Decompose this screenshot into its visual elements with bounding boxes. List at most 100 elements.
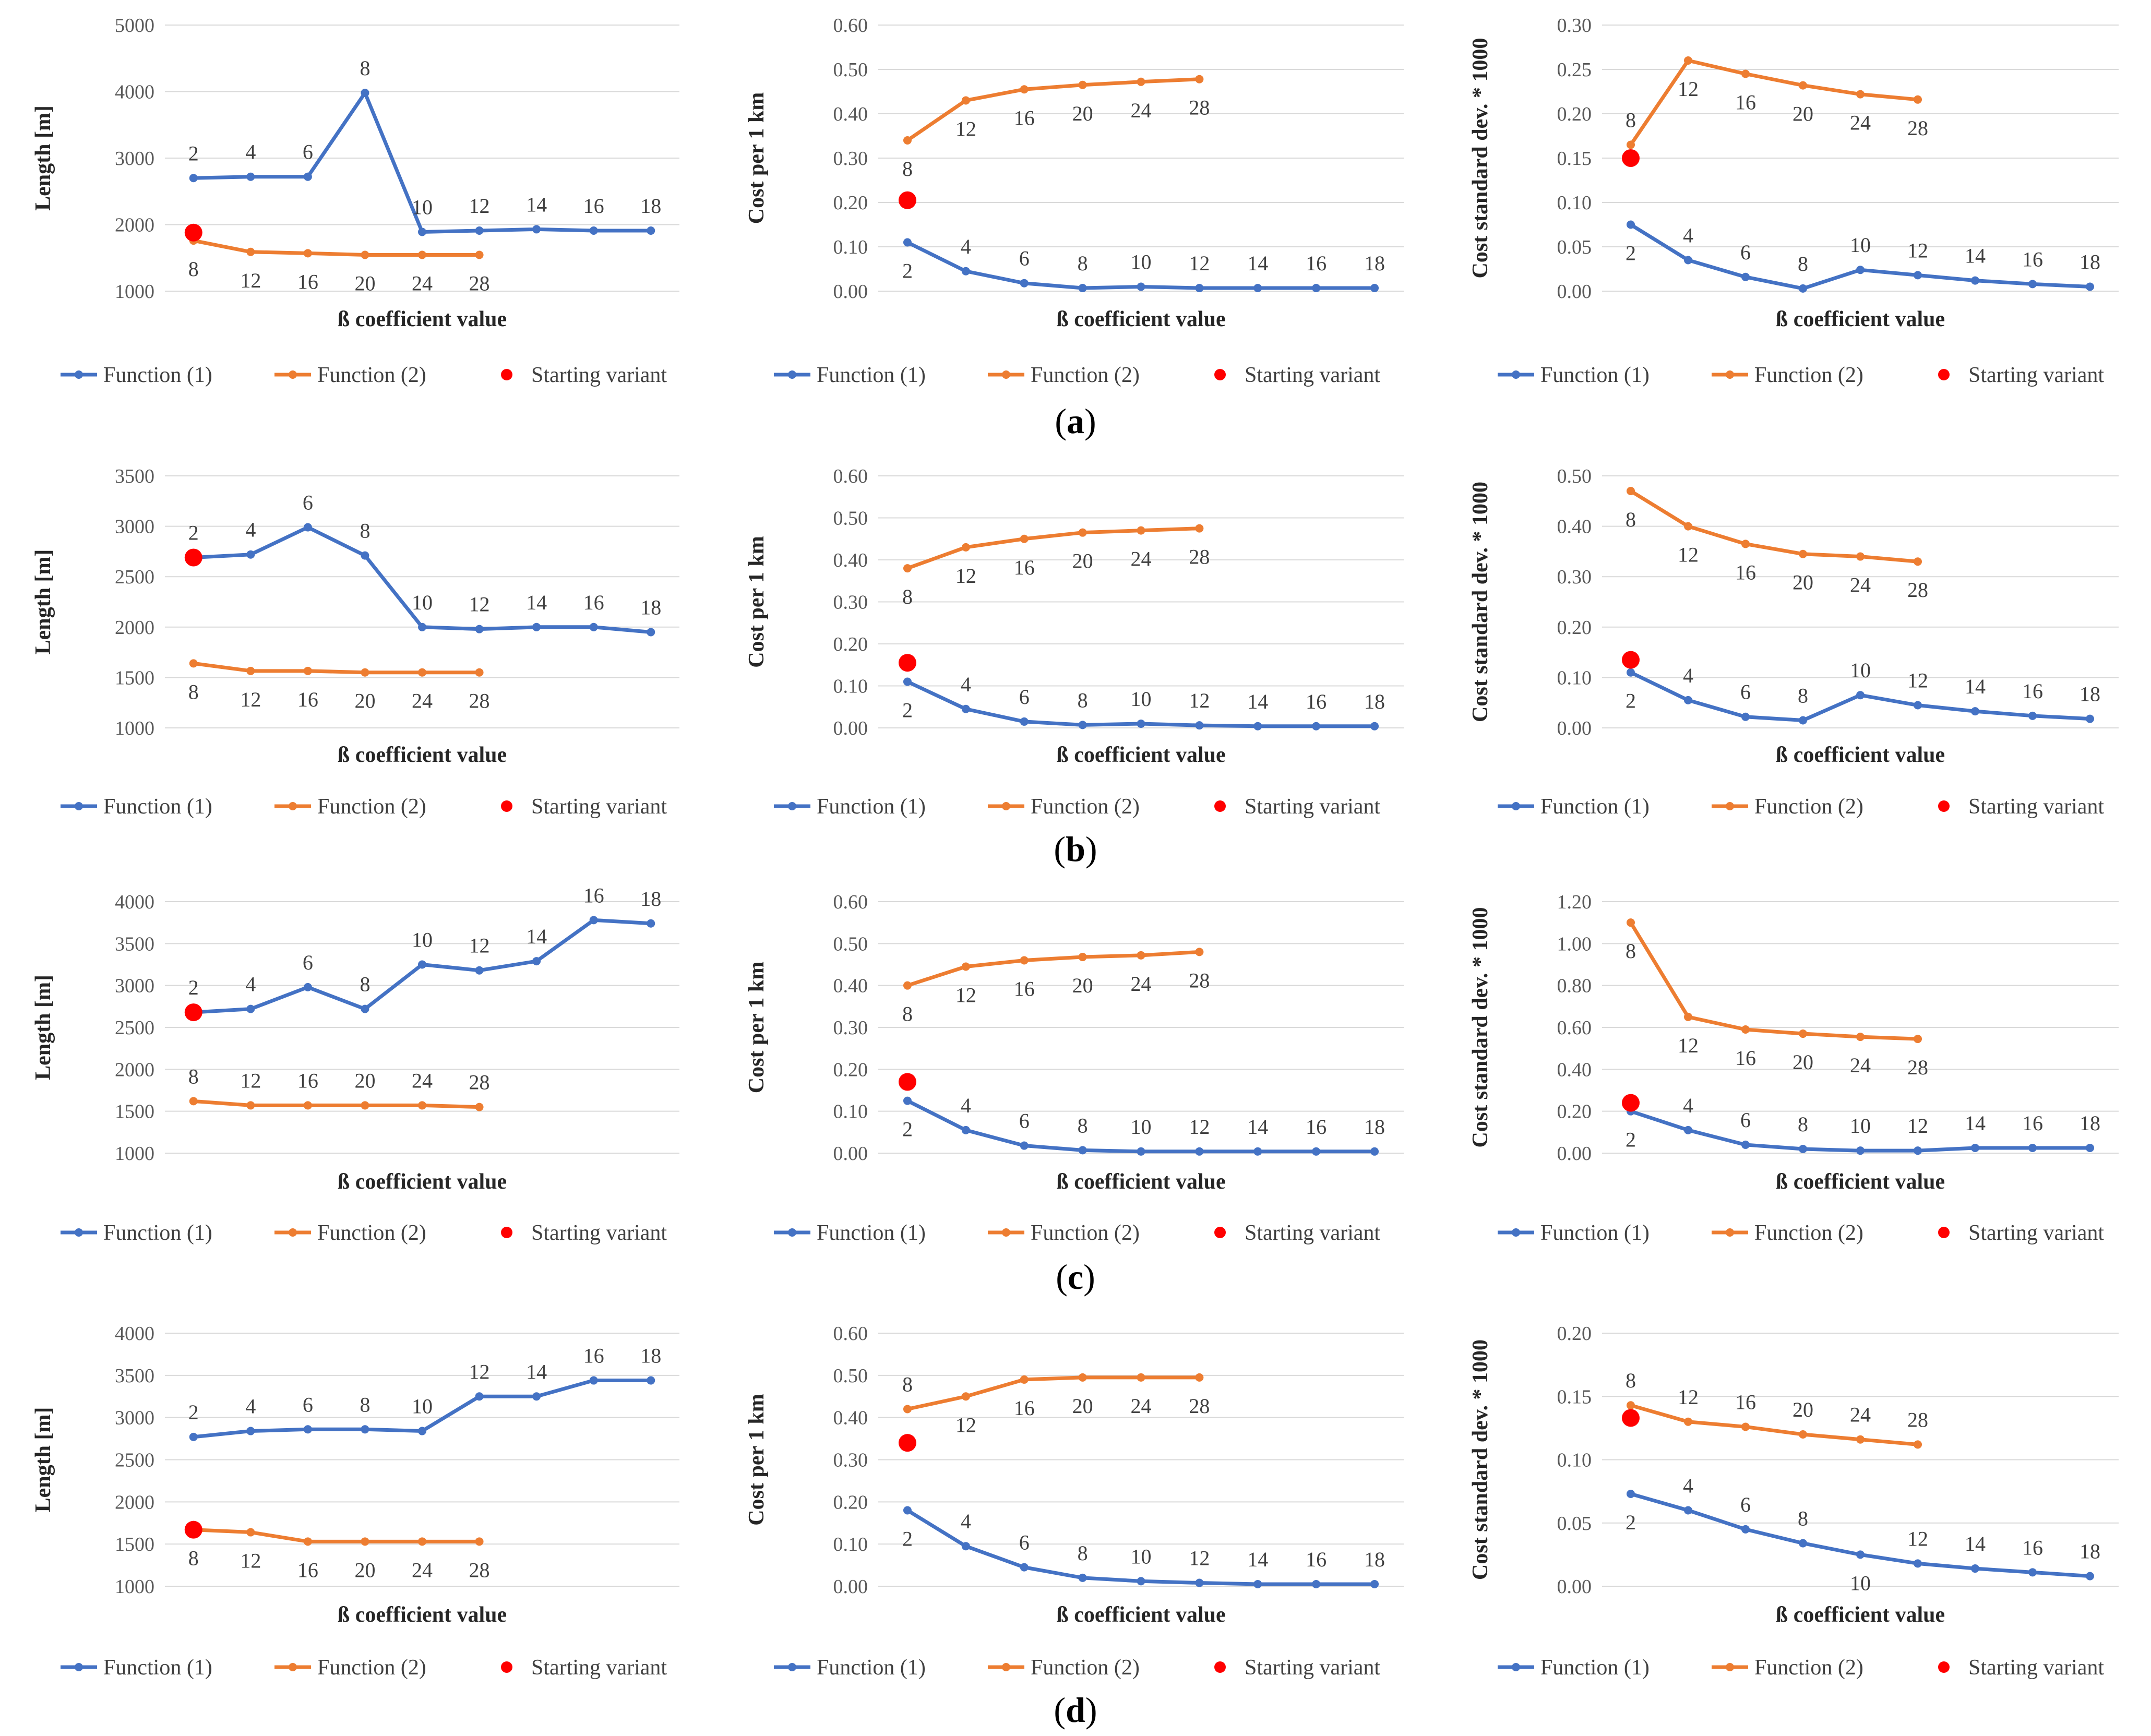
y-tick-label: 0.20 [1557,617,1592,639]
series-2-data-label: 16 [297,688,318,711]
starting-variant-marker [898,654,916,672]
series-1-data-label: 18 [1364,1115,1385,1139]
legend-label: Function (1) [103,795,212,819]
series-1-point [1684,256,1692,265]
legend-item-2: Function (2) [274,363,426,387]
legend-item-1: Function (1) [1498,363,1650,387]
legend-item-2: Function (2) [274,795,426,819]
series-2-point [961,1392,970,1401]
x-axis-title: ß coefficient value [338,743,507,767]
series-2-data-label: 24 [412,1558,433,1582]
series-2-point [961,962,970,971]
y-tick-label: 0.20 [833,192,868,214]
series-2-point [246,666,255,675]
chart-2-3: 0.00 0.10 0.20 0.30 0.40 0.50 Cost standard de… [1468,465,2119,819]
legend-item-3: Starting variant [501,1221,667,1245]
y-tick-label: 1000 [115,717,154,739]
starting-variant-marker [1622,651,1640,669]
series-2-data-label: 16 [1735,1046,1756,1070]
series-1-point [475,1392,484,1401]
panel-label-c: (c) [1056,1257,1095,1297]
legend-label: Starting variant [531,363,667,387]
series-1-data-label: 12 [1189,1547,1210,1570]
series-1-point [961,267,970,276]
series-1-point [418,622,426,631]
legend-swatch-marker [1214,1227,1226,1238]
series-1-point [1020,717,1029,726]
starting-variant-marker [184,223,202,242]
series-1-data-label: 2 [1626,1511,1636,1534]
series-1-point [2086,1572,2094,1581]
y-tick-label: 0.20 [833,1491,868,1513]
legend-item-3: Starting variant [501,795,667,819]
y-axis-title: Cost standard dev. * 1000 [1468,38,1492,279]
series-1-point [961,1126,970,1134]
legend-swatch-marker [75,1228,83,1237]
y-tick-label: 0.20 [1557,1323,1592,1345]
series-line-1 [193,525,651,634]
series-1-point [1370,1579,1379,1588]
legend-item-1: Function (1) [774,1221,926,1245]
series-2-point [1914,95,1922,104]
series-2-data-label: 16 [1014,1396,1035,1420]
series-2-point [475,1537,484,1546]
series-2-point [246,1101,255,1110]
legend-swatch-marker [1726,1228,1734,1237]
series-1-point [1856,691,1865,700]
series-1-data-label: 2 [1626,689,1636,713]
series-1-data-label: 2 [188,521,199,544]
series-2-data-label: 8 [1626,939,1636,963]
legend-item-3: Starting variant [1938,363,2104,387]
series-1-data-label: 10 [1850,1571,1871,1595]
series-1-data-label: 2 [902,259,913,283]
y-tick-label: 0.10 [1557,1450,1592,1471]
series-1-point [1078,284,1087,293]
legend-swatch-marker [289,370,297,379]
series-1-point [1312,1147,1321,1156]
series-1-data-label: 16 [2022,1111,2043,1135]
series-1-data-label: 8 [1078,1541,1088,1565]
series-1-point [1137,1577,1145,1586]
series-1-data-label: 8 [360,519,370,543]
y-tick-label: 0.00 [1557,281,1592,303]
series-1-data-label: 4 [961,1510,971,1533]
panel-letter: d [1066,1690,1085,1730]
legend-label: Function (1) [103,1656,212,1680]
series-1-data-label: 10 [412,591,433,614]
series-1-data-label: 10 [1131,1545,1152,1568]
series-2-point [1195,948,1204,956]
series-2-data-label: 12 [1678,77,1699,101]
series-2-data-label: 8 [902,1002,913,1026]
series-1-point [589,1376,598,1385]
legend-swatch-marker [1726,802,1734,810]
legend-swatch-marker [289,1663,297,1671]
series-2-point [1627,1401,1635,1410]
series-1-point [532,225,541,234]
legend-swatch-marker [1512,1228,1520,1237]
legend-label: Function (1) [817,363,926,387]
series-1-data-label: 18 [2080,1111,2100,1135]
y-tick-label: 0.40 [1557,516,1592,538]
series-1-point [475,966,484,975]
series-1-data-label: 12 [1907,1114,1928,1138]
series-1-data-label: 12 [469,934,490,957]
legend-item-3: Starting variant [1214,795,1380,819]
y-axis-title: Cost per 1 km [745,536,769,667]
series-1-data-label: 4 [961,1094,971,1117]
x-axis-title: ß coefficient value [1776,1603,1945,1627]
y-tick-label: 0.15 [1557,1386,1592,1408]
legend-label: Starting variant [531,1221,667,1245]
series-1-point [1856,1550,1865,1559]
series-1-data-label: 16 [1306,1548,1327,1571]
series-1-data-label: 18 [640,595,661,619]
series-2-point [1137,77,1145,86]
series-line-2 [193,661,480,675]
starting-variant-marker [1622,1094,1640,1112]
y-tick-label: 3000 [115,975,154,997]
series-2-data-label: 20 [1072,1394,1093,1418]
series-2-point [303,249,312,258]
series-1-point [1856,1146,1865,1155]
series-line-2 [1630,489,1918,564]
series-1-point [1312,284,1321,293]
series-1-data-label: 6 [1740,1108,1751,1132]
